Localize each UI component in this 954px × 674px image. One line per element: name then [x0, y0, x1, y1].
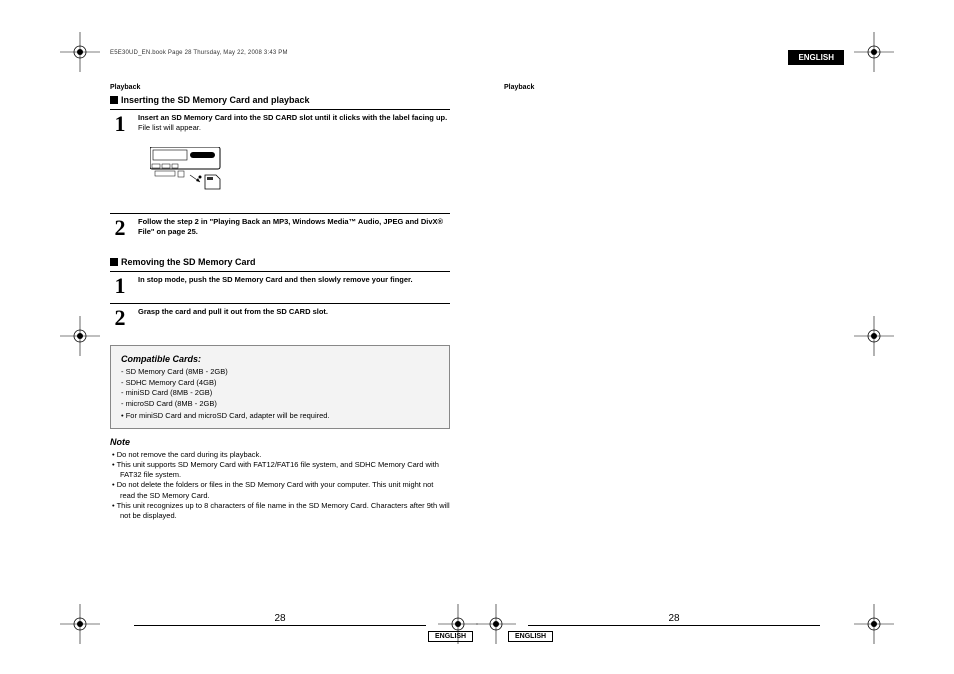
header-meta: E5E30UD_EN.book Page 28 Thursday, May 22…: [110, 50, 450, 56]
crop-mark-tl: [60, 32, 100, 72]
step-number: 1: [110, 113, 130, 135]
section-insert-title: Inserting the SD Memory Card and playbac…: [110, 95, 450, 105]
page-number-right: 28: [504, 613, 844, 626]
note-item: This unit supports SD Memory Card with F…: [120, 460, 450, 480]
note-item: This unit recognizes up to 8 characters …: [120, 501, 450, 521]
footer-lang-right: ENGLISH: [508, 631, 553, 642]
compat-note: For miniSD Card and microSD Card, adapte…: [121, 411, 439, 420]
compat-item: SD Memory Card (8MB - 2GB): [121, 367, 439, 378]
note-item: Do not delete the folders or files in th…: [120, 480, 450, 500]
language-tab: ENGLISH: [788, 50, 844, 65]
right-page: ENGLISH Playback: [504, 50, 844, 91]
compatible-cards-box: Compatible Cards: SD Memory Card (8MB - …: [110, 345, 450, 429]
step-text: Follow the step 2 in "Playing Back an MP…: [138, 217, 450, 239]
note-item: Do not remove the card during its playba…: [120, 450, 450, 460]
crop-mark-br: [854, 604, 894, 644]
step-text: In stop mode, push the SD Memory Card an…: [138, 275, 450, 297]
step-number: 1: [110, 275, 130, 297]
crop-mark-mr: [854, 316, 894, 356]
left-page: E5E30UD_EN.book Page 28 Thursday, May 22…: [110, 50, 450, 521]
compat-list: SD Memory Card (8MB - 2GB) SDHC Memory C…: [121, 367, 439, 409]
footer-lang-left: ENGLISH: [428, 631, 473, 642]
crop-mark-ml: [60, 316, 100, 356]
remove-step-1: 1 In stop mode, push the SD Memory Card …: [110, 271, 450, 303]
note-list: Do not remove the card during its playba…: [110, 450, 450, 521]
section-remove-title: Removing the SD Memory Card: [110, 257, 450, 267]
crop-mark-bl: [60, 604, 100, 644]
playback-heading: Playback: [110, 84, 450, 91]
insert-step-2: 2 Follow the step 2 in "Playing Back an …: [110, 213, 450, 245]
sd-card-illustration: [150, 147, 450, 207]
compat-item: SDHC Memory Card (4GB): [121, 378, 439, 389]
page-number-left: 28: [110, 613, 450, 626]
insert-step-1: 1 Insert an SD Memory Card into the SD C…: [110, 109, 450, 141]
compat-title: Compatible Cards:: [121, 354, 439, 364]
note-title: Note: [110, 437, 450, 447]
step-number: 2: [110, 307, 130, 329]
step-text: Grasp the card and pull it out from the …: [138, 307, 450, 329]
remove-step-2: 2 Grasp the card and pull it out from th…: [110, 303, 450, 335]
step-number: 2: [110, 217, 130, 239]
playback-heading-right: Playback: [504, 84, 844, 91]
compat-item: miniSD Card (8MB - 2GB): [121, 388, 439, 399]
crop-mark-tr: [854, 32, 894, 72]
step-text: Insert an SD Memory Card into the SD CAR…: [138, 113, 450, 135]
compat-item: microSD Card (8MB - 2GB): [121, 399, 439, 410]
